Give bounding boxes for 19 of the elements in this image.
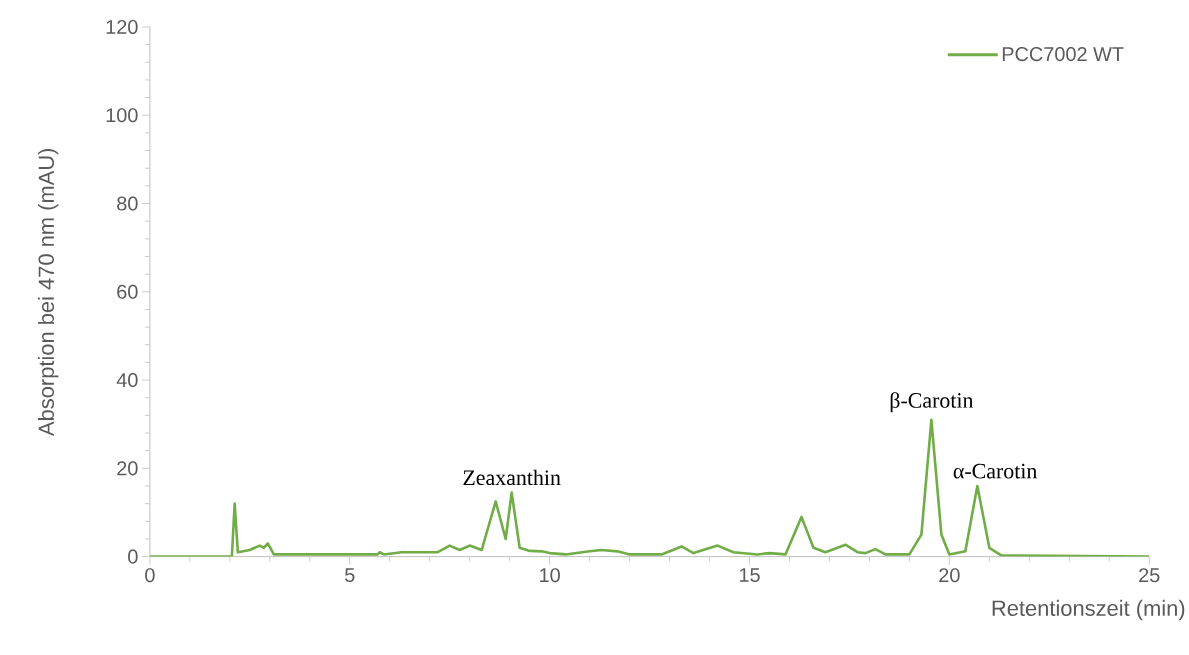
y-tick-label: 60 (117, 284, 138, 300)
x-tick-label: 15 (739, 568, 760, 583)
x-tick-label: 0 (145, 568, 155, 583)
y-tick-label: 0 (128, 549, 138, 564)
x-tick-label: 20 (939, 568, 960, 583)
x-tick-label: 25 (1139, 568, 1160, 583)
x-tick-label: 5 (345, 568, 355, 583)
y-tick-label: 40 (116, 373, 138, 388)
y-tick-label: 80 (117, 196, 138, 211)
y-axis-title: Absorption bei 470 nm (mAU) (37, 149, 59, 437)
x-axis-title: Retentionszeit (min) (992, 600, 1185, 621)
legend-label: PCC7002 WT (1002, 47, 1124, 62)
y-tick-label: 100 (106, 108, 138, 123)
x-tick-label: 10 (540, 568, 560, 583)
y-tick-label: 120 (106, 20, 138, 35)
annotation: Zeaxanthin (463, 469, 561, 486)
annotation: β-Carotin (890, 392, 974, 413)
y-tick-label: 20 (117, 461, 138, 476)
annotation: α-Carotin (953, 463, 1038, 479)
